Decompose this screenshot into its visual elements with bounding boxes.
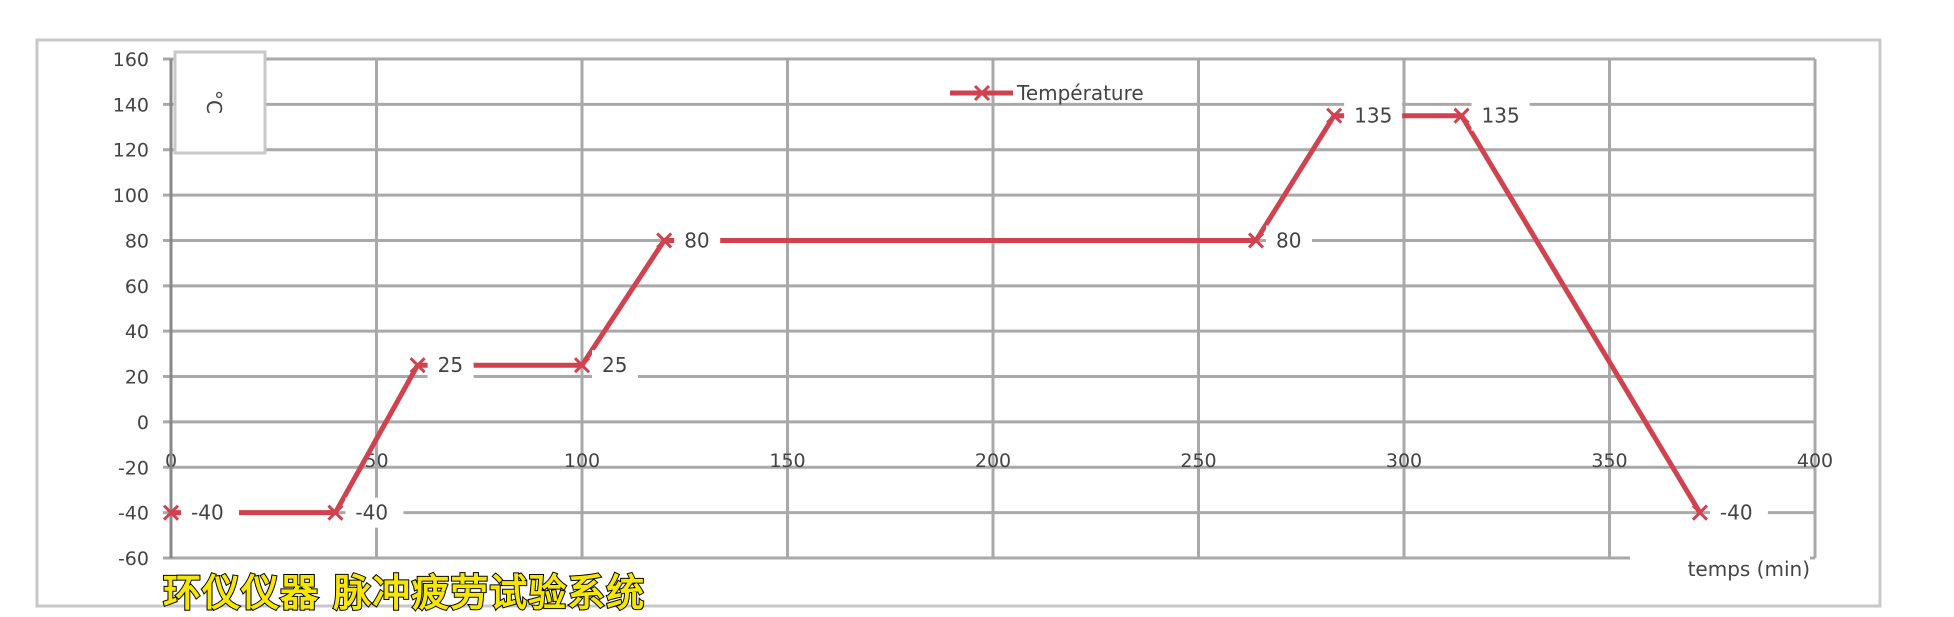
- data-point-marker: [1691, 504, 1708, 521]
- data-label-bg: [427, 350, 474, 381]
- y-tick-label: 0: [137, 412, 149, 434]
- data-label-bg: [1266, 225, 1313, 256]
- watermark-text: 环仪仪器 脉冲疲劳试验系统: [162, 570, 646, 616]
- legend-label: Température: [1016, 81, 1144, 105]
- y-tick-label: -20: [118, 457, 149, 479]
- y-tick-label: 120: [113, 140, 149, 162]
- y-tick-label: 160: [113, 49, 149, 71]
- x-tick-label: 100: [564, 450, 600, 472]
- y-tick-label: 60: [125, 276, 149, 298]
- data-point-marker: [327, 504, 344, 521]
- x-tick-label: 300: [1386, 450, 1422, 472]
- legend-marker: [973, 84, 991, 102]
- data-point-marker: [1326, 107, 1343, 124]
- y-tick-label: -60: [118, 548, 149, 570]
- data-label-bg: [1344, 100, 1403, 131]
- data-point-marker: [409, 357, 426, 374]
- x-tick-label: 350: [1591, 450, 1627, 472]
- chart-frame: [35, 38, 1882, 608]
- y-tick-label: -40: [118, 503, 149, 525]
- data-label-bg: [592, 350, 638, 381]
- data-point-marker: [1247, 232, 1265, 249]
- data-point-marker: [573, 357, 591, 374]
- data-label: 135: [1354, 104, 1392, 128]
- data-label: 80: [684, 228, 709, 252]
- data-label: -40: [1720, 501, 1753, 525]
- x-tick-label: 150: [769, 450, 805, 472]
- x-tick-label: 50: [364, 450, 388, 472]
- data-label: 25: [602, 353, 627, 377]
- data-point-marker: [656, 232, 673, 249]
- data-point-marker: [1453, 107, 1470, 124]
- data-label-bg: [1709, 497, 1768, 528]
- data-label-bg: [181, 497, 239, 528]
- data-label: 25: [438, 353, 463, 377]
- y-axis-label: °C: [202, 90, 226, 114]
- x-tick-label: 200: [975, 450, 1011, 472]
- y-axis-label-box: [173, 50, 267, 155]
- x-axis-label: temps (min): [1688, 557, 1810, 581]
- data-label-bg: [674, 225, 721, 256]
- x-axis-label-bg: [1630, 540, 1810, 590]
- data-point-marker: [162, 504, 180, 521]
- data-label: -40: [191, 501, 224, 525]
- y-tick-label: 40: [125, 321, 149, 343]
- data-label: 135: [1482, 104, 1520, 128]
- y-tick-label: 100: [113, 185, 149, 207]
- y-tick-label: 20: [125, 367, 149, 389]
- data-label-bg: [1471, 100, 1530, 131]
- y-tick-label: 140: [113, 94, 149, 116]
- y-tick-label: 80: [125, 230, 149, 252]
- x-tick-label: 250: [1180, 450, 1216, 472]
- data-label: 80: [1276, 228, 1301, 252]
- x-tick-label: 400: [1797, 450, 1833, 472]
- data-label: -40: [355, 501, 388, 525]
- data-label-bg: [345, 497, 404, 528]
